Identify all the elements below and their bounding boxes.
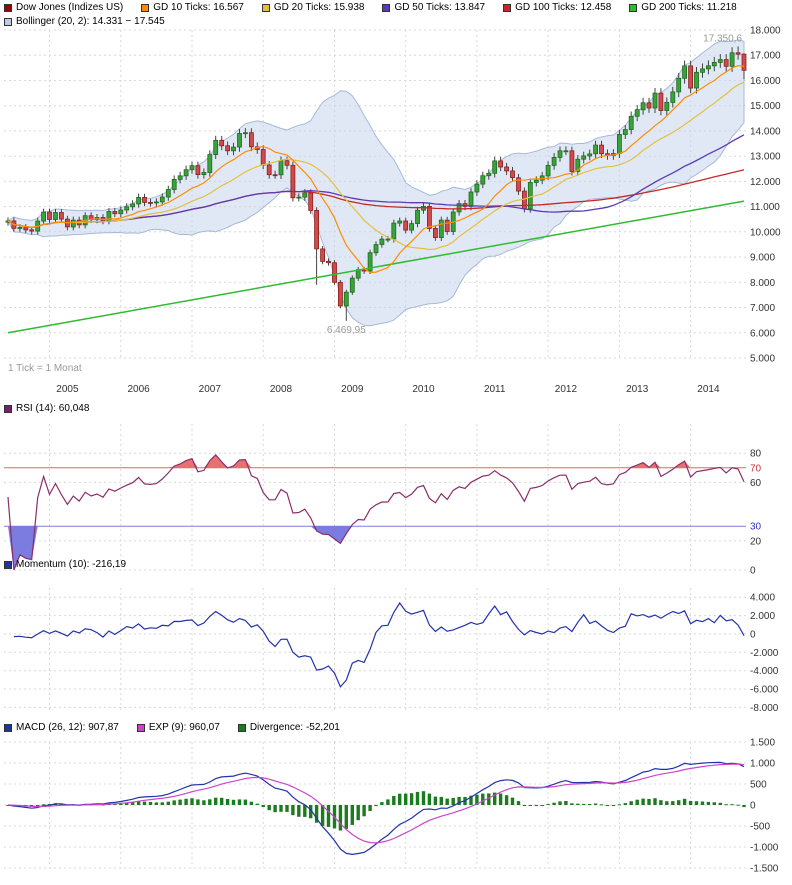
macd-swatch (4, 723, 12, 732)
legend-item-momentum: Momentum (10): -216,19 (4, 559, 126, 570)
legend-item-macd: MACD (26, 12): 907,87 (4, 722, 119, 733)
svg-text:0: 0 (750, 566, 756, 577)
momentum-swatch (4, 560, 12, 569)
svg-text:4.000: 4.000 (750, 593, 775, 604)
svg-text:2008: 2008 (270, 384, 293, 395)
svg-text:30: 30 (750, 522, 762, 533)
svg-text:5.000: 5.000 (750, 354, 775, 365)
svg-text:13.000: 13.000 (750, 152, 781, 163)
rsi-legend: RSI (14): 60,048 (4, 403, 89, 414)
legend-item-rsi: RSI (14): 60,048 (4, 403, 89, 414)
legend-item-gd100: GD 100 Ticks: 12.458 (503, 2, 611, 13)
gd100-swatch (503, 3, 512, 12)
svg-text:0: 0 (750, 801, 756, 812)
svg-text:16.000: 16.000 (750, 76, 781, 87)
svg-text:-1.500: -1.500 (750, 864, 779, 875)
svg-text:2007: 2007 (199, 384, 222, 395)
svg-text:20: 20 (750, 536, 762, 547)
svg-text:2011: 2011 (484, 384, 506, 395)
svg-text:15.000: 15.000 (750, 101, 781, 112)
svg-text:6.469,95: 6.469,95 (327, 325, 366, 336)
svg-text:2006: 2006 (127, 384, 150, 395)
bollinger-swatch (4, 17, 12, 26)
svg-text:17.350,6: 17.350,6 (703, 33, 742, 44)
svg-text:-1.000: -1.000 (750, 843, 779, 854)
gd20-swatch (261, 3, 270, 12)
svg-text:60: 60 (750, 478, 762, 489)
svg-text:2005: 2005 (56, 384, 79, 395)
legend-label-macd: MACD (26, 12): 907,87 (16, 722, 119, 733)
legend-label-gd200: GD 200 Ticks: 11.218 (641, 2, 737, 13)
svg-text:2.000: 2.000 (750, 611, 775, 622)
rsi-swatch (4, 404, 12, 413)
svg-text:1 Tick = 1 Monat: 1 Tick = 1 Monat (8, 363, 82, 374)
svg-text:-6.000: -6.000 (750, 685, 779, 696)
legend-item-gd200: GD 200 Ticks: 11.218 (629, 2, 737, 13)
main-chart-legend: Dow Jones (Indizes US) GD 10 Ticks: 16.5… (4, 2, 737, 13)
svg-text:-8.000: -8.000 (750, 703, 779, 714)
gd10-swatch (141, 3, 150, 12)
legend-item-exp: EXP (9): 960,07 (136, 722, 220, 733)
legend-label-dow-jones: Dow Jones (Indizes US) (16, 2, 124, 13)
svg-text:17.000: 17.000 (750, 51, 781, 62)
svg-text:8.000: 8.000 (750, 278, 775, 289)
svg-text:2012: 2012 (555, 384, 578, 395)
legend-label-exp: EXP (9): 960,07 (148, 722, 220, 733)
svg-text:1.500: 1.500 (750, 738, 775, 749)
svg-text:14.000: 14.000 (750, 126, 781, 137)
svg-text:11.000: 11.000 (750, 202, 780, 213)
divergence-swatch (237, 723, 246, 732)
svg-text:-4.000: -4.000 (750, 666, 779, 677)
svg-text:2009: 2009 (341, 384, 364, 395)
svg-text:70: 70 (750, 463, 762, 474)
exp-swatch (136, 723, 145, 732)
legend-item-bollinger: Bollinger (20, 2): 14.331 − 17.545 (4, 16, 165, 27)
legend-item-gd50: GD 50 Ticks: 13.847 (382, 2, 485, 13)
svg-text:1.000: 1.000 (750, 759, 775, 770)
svg-text:2014: 2014 (697, 384, 720, 395)
svg-text:-2.000: -2.000 (750, 648, 779, 659)
gd50-swatch (382, 3, 391, 12)
svg-text:500: 500 (750, 780, 767, 791)
legend-label-divergence: Divergence: -52,201 (249, 722, 340, 733)
legend-label-gd20: GD 20 Ticks: 15.938 (273, 2, 365, 13)
legend-label-gd100: GD 100 Ticks: 12.458 (515, 2, 612, 13)
svg-text:0: 0 (750, 629, 756, 640)
svg-text:80: 80 (750, 449, 762, 460)
svg-text:6.000: 6.000 (750, 328, 775, 339)
legend-item-divergence: Divergence: -52,201 (237, 722, 340, 733)
dow-jones-swatch (4, 3, 12, 12)
legend-item-dow-jones: Dow Jones (Indizes US) (4, 2, 123, 13)
svg-text:2013: 2013 (626, 384, 649, 395)
legend-label-gd10: GD 10 Ticks: 16.567 (153, 2, 244, 13)
svg-text:10.000: 10.000 (750, 227, 781, 238)
svg-text:2010: 2010 (412, 384, 435, 395)
legend-item-gd20: GD 20 Ticks: 15.938 (261, 2, 365, 13)
gd200-swatch (629, 3, 638, 12)
legend-label-momentum: Momentum (10): -216,19 (16, 559, 127, 570)
legend-label-gd50: GD 50 Ticks: 13.847 (394, 2, 486, 13)
svg-text:9.000: 9.000 (750, 253, 775, 264)
momentum-legend: Momentum (10): -216,19 (4, 559, 126, 570)
svg-text:7.000: 7.000 (750, 303, 775, 314)
svg-text:18.000: 18.000 (750, 26, 781, 37)
legend-label-rsi: RSI (14): 60,048 (16, 403, 90, 414)
svg-text:-500: -500 (750, 822, 770, 833)
bollinger-legend: Bollinger (20, 2): 14.331 − 17.545 (4, 16, 165, 27)
svg-text:12.000: 12.000 (750, 177, 781, 188)
legend-label-bollinger: Bollinger (20, 2): 14.331 − 17.545 (16, 16, 165, 27)
legend-item-gd10: GD 10 Ticks: 16.567 (141, 2, 244, 13)
macd-legend: MACD (26, 12): 907,87 EXP (9): 960,07 Di… (4, 722, 340, 733)
